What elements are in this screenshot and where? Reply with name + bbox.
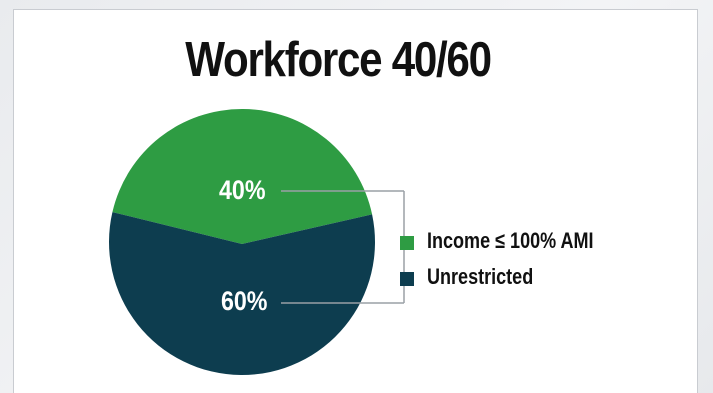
- legend: Income ≤ 100% AMI Unrestricted: [400, 229, 594, 289]
- pie-chart: 40% 60% Income ≤ 100% AMI Unrestricted: [109, 108, 594, 375]
- legend-swatch-2: [400, 272, 414, 286]
- chart-title: Workforce 40/60: [185, 33, 492, 87]
- pie-slices: [109, 108, 375, 375]
- slice-label-2: 60%: [221, 286, 267, 316]
- pie-slice-1: [112, 108, 373, 244]
- pie-slice-2: [109, 212, 375, 375]
- slice-labels: 40% 60%: [219, 175, 267, 316]
- legend-label-2: Unrestricted: [427, 265, 533, 289]
- slice-label-1: 40%: [219, 175, 265, 205]
- chart-card: Workforce 40/60 40% 60% Income ≤ 100% AMI…: [13, 9, 698, 393]
- legend-label-1: Income ≤ 100% AMI: [427, 229, 594, 253]
- legend-swatch-1: [400, 236, 414, 250]
